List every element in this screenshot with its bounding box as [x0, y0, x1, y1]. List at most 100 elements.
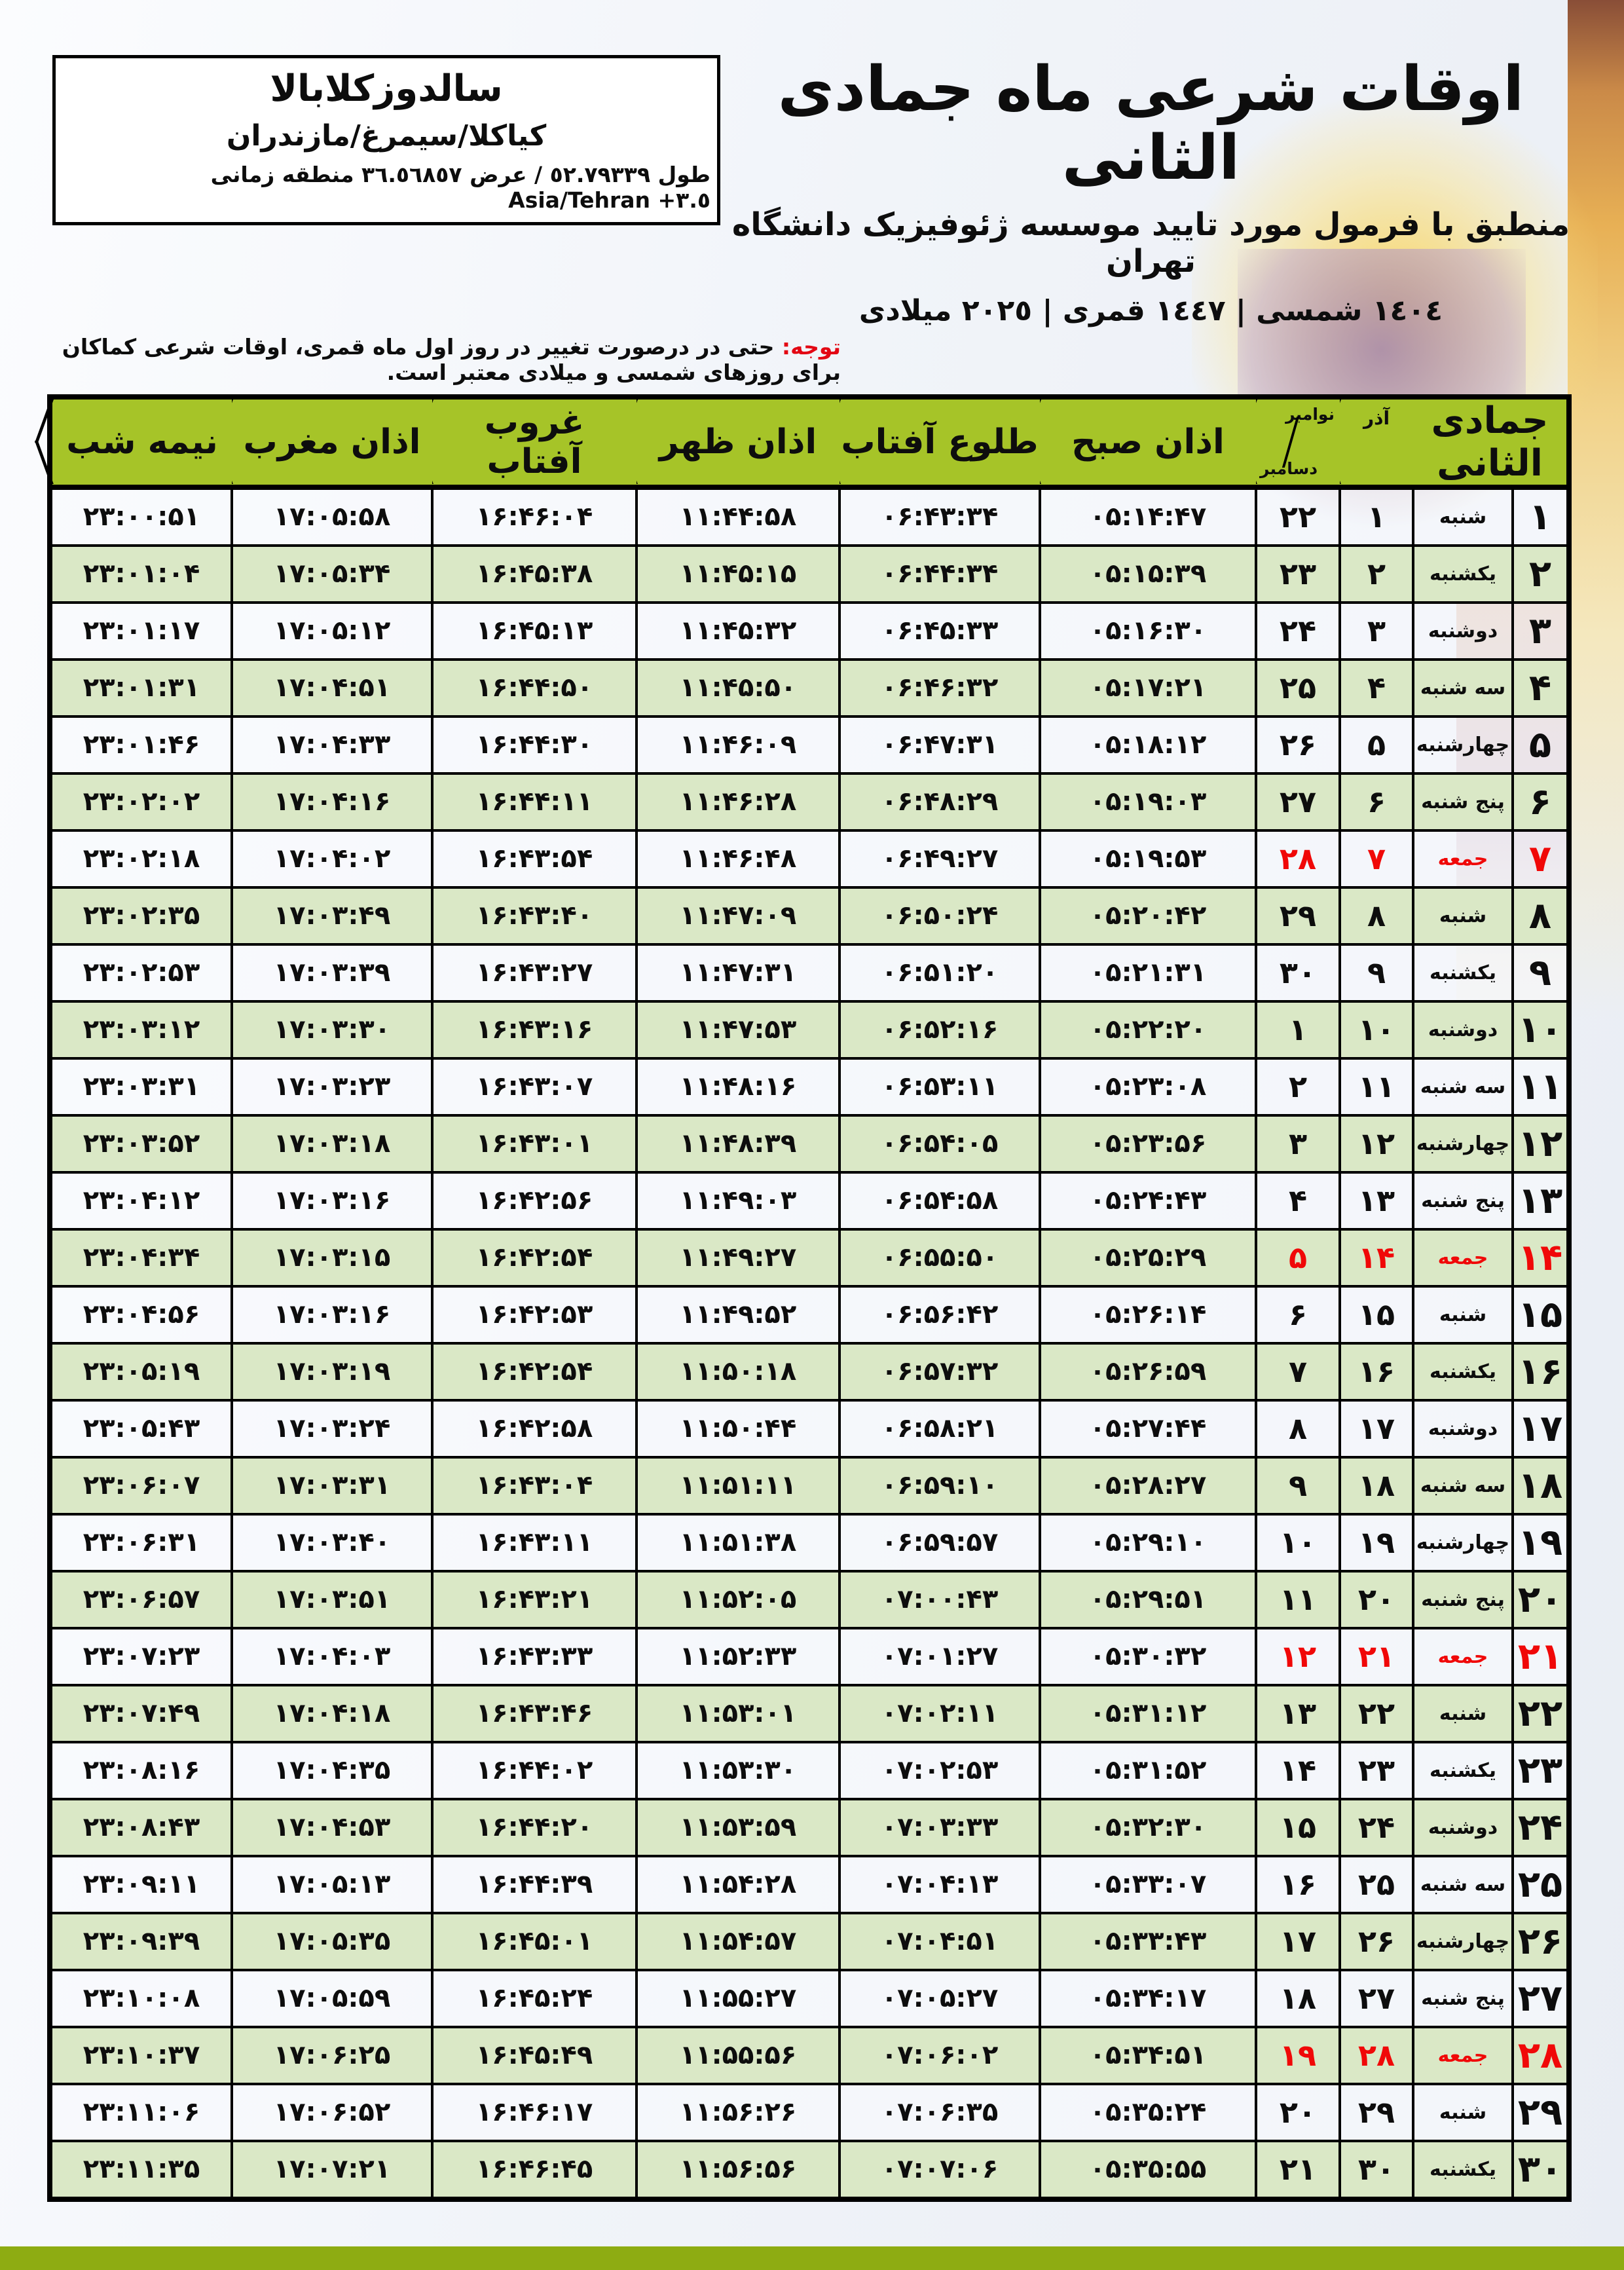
maghrib-cell: ۱۷:۰۴:۳۳ [231, 715, 434, 775]
dhuhr-cell: ۱۱:۵۱:۳۸ [635, 1512, 841, 1572]
table-row: ۱۸ سه شنبه ۱۸ ۹ ۰۵:۲۸:۲۷ ۰۶:۵۹:۱۰ ۱۱:۵۱:۱۱ ۱۶:۴… [48, 1455, 1570, 1516]
dhuhr-cell: ۱۱:۵۶:۵۶ [635, 2139, 841, 2201]
table-row: ۲ یکشنبه ۲ ۲۳ ۰۵:۱۵:۳۹ ۰۶:۴۴:۳۴ ۱۱:۴۵:۱۵ ۱۶:۴۵:… [48, 544, 1570, 604]
sunset-cell: ۱۶:۴۶:۱۷ [431, 2082, 638, 2142]
day-cell: ۷ [1511, 828, 1570, 889]
sunrise-cell: ۰۶:۵۸:۲۱ [838, 1398, 1041, 1459]
sunset-cell: ۱۶:۴۳:۳۳ [431, 1626, 638, 1686]
gregorian-cell: ۱۶ [1255, 1854, 1341, 1914]
gregorian-cell: ۱۱ [1255, 1569, 1341, 1629]
azar-cell: ۲ [1338, 544, 1414, 604]
fajr-cell: ۰۵:۳۵:۵۵ [1039, 2139, 1257, 2201]
table-row: ۱۹ چهارشنبه ۱۹ ۱۰ ۰۵:۲۹:۱۰ ۰۶:۵۹:۵۷ ۱۱:۵۱:۳۸ ۱۶… [48, 1512, 1570, 1572]
weekday-cell: دوشنبه [1412, 1797, 1514, 1857]
sunrise-cell: ۰۷:۰۷:۰۶ [838, 2139, 1041, 2201]
note-text: حتی در درصورت تغییر در روز اول ماه قمری،… [62, 333, 841, 385]
fajr-cell: ۰۵:۲۶:۵۹ [1039, 1341, 1257, 1402]
azar-cell: ۲۳ [1338, 1740, 1414, 1800]
azar-cell: ۲۱ [1338, 1626, 1414, 1686]
weekday-cell: دوشنبه [1412, 999, 1514, 1060]
table-row: ۲۸ جمعه ۲۸ ۱۹ ۰۵:۳۴:۵۱ ۰۷:۰۶:۰۲ ۱۱:۵۵:۵۶ ۱۶:۴۵:… [48, 2025, 1570, 2085]
dhuhr-cell: ۱۱:۵۳:۳۰ [635, 1740, 841, 1800]
gregorian-cell: ۲۹ [1255, 885, 1341, 946]
sunrise-cell: ۰۶:۵۹:۵۷ [838, 1512, 1041, 1572]
fajr-cell: ۰۵:۲۸:۲۷ [1039, 1455, 1257, 1516]
dhuhr-cell: ۱۱:۵۲:۳۳ [635, 1626, 841, 1686]
maghrib-cell: ۱۷:۰۳:۱۸ [231, 1113, 434, 1174]
gregorian-cell: ۱۴ [1255, 1740, 1341, 1800]
midnight-cell: ۲۳:۰۵:۱۹ [48, 1341, 233, 1402]
sunrise-cell: ۰۷:۰۰:۴۳ [838, 1569, 1041, 1629]
table-row: ۱۰ دوشنبه ۱۰ ۱ ۰۵:۲۲:۲۰ ۰۶:۵۲:۱۶ ۱۱:۴۷:۵۳ ۱۶:۴۳… [48, 999, 1570, 1060]
dhuhr-cell: ۱۱:۴۷:۵۳ [635, 999, 841, 1060]
day-cell: ۲۷ [1511, 1968, 1570, 2028]
table-row: ۲۰ پنج شنبه ۲۰ ۱۱ ۰۵:۲۹:۵۱ ۰۷:۰۰:۴۳ ۱۱:۵۲:۰۵ ۱۶… [48, 1569, 1570, 1629]
location-coordinates: طول ٥٢.٧٩٣٣٩ / عرض ٣٦.٥٦٨٥٧ منطقه زمانی … [62, 162, 710, 213]
fajr-cell: ۰۵:۱۷:۲۱ [1039, 658, 1257, 718]
col-header-month: جمادی الثانی [1413, 396, 1569, 490]
table-row: ۱۷ دوشنبه ۱۷ ۸ ۰۵:۲۷:۴۴ ۰۶:۵۸:۲۱ ۱۱:۵۰:۴۴ ۱۶:۴۲… [48, 1398, 1570, 1459]
table-row: ۳۰ یکشنبه ۳۰ ۲۱ ۰۵:۳۵:۵۵ ۰۷:۰۷:۰۶ ۱۱:۵۶:۵۶ ۱۶:۴… [48, 2139, 1570, 2201]
day-cell: ۱۰ [1511, 999, 1570, 1060]
midnight-cell: ۲۳:۱۱:۰۶ [48, 2082, 233, 2142]
col-header-midnight: نیمه شب [50, 396, 232, 490]
sunset-cell: ۱۶:۴۳:۲۱ [431, 1569, 638, 1629]
sunrise-cell: ۰۶:۵۱:۲۰ [838, 942, 1041, 1003]
fajr-cell: ۰۵:۱۹:۰۳ [1039, 772, 1257, 832]
maghrib-cell: ۱۷:۰۴:۱۶ [231, 772, 434, 832]
sunset-cell: ۱۶:۴۵:۴۹ [431, 2025, 638, 2085]
sunset-cell: ۱۶:۴۲:۵۴ [431, 1227, 638, 1288]
midnight-cell: ۲۳:۰۳:۵۲ [48, 1113, 233, 1174]
day-cell: ۱۴ [1511, 1227, 1570, 1288]
azar-cell: ۲۰ [1338, 1569, 1414, 1629]
fajr-cell: ۰۵:۱۵:۳۹ [1039, 544, 1257, 604]
weekday-cell: یکشنبه [1412, 544, 1514, 604]
azar-cell: ۹ [1338, 942, 1414, 1003]
gregorian-cell: ۱ [1255, 999, 1341, 1060]
day-cell: ۱۵ [1511, 1284, 1570, 1345]
midnight-cell: ۲۳:۰۱:۴۶ [48, 715, 233, 775]
gregorian-cell: ۱۸ [1255, 1968, 1341, 2028]
midnight-cell: ۲۳:۰۱:۰۴ [48, 544, 233, 604]
weekday-cell: چهارشنبه [1412, 1512, 1514, 1572]
midnight-cell: ۲۳:۱۰:۰۸ [48, 1968, 233, 2028]
sunset-cell: ۱۶:۴۳:۰۱ [431, 1113, 638, 1174]
gregorian-cell: ۲ [1255, 1056, 1341, 1117]
sunrise-cell: ۰۶:۴۹:۲۷ [838, 828, 1041, 889]
page-subtitle: منطبق با فرمول مورد تایید موسسه ژئوفیزیک… [731, 206, 1570, 280]
midnight-cell: ۲۳:۰۷:۴۹ [48, 1683, 233, 1743]
weekday-cell: شنبه [1412, 485, 1514, 547]
maghrib-cell: ۱۷:۰۶:۵۲ [231, 2082, 434, 2142]
azar-cell: ۷ [1338, 828, 1414, 889]
sunrise-cell: ۰۷:۰۲:۵۳ [838, 1740, 1041, 1800]
sunset-cell: ۱۶:۴۵:۲۴ [431, 1968, 638, 2028]
table-row: ۲۵ سه شنبه ۲۵ ۱۶ ۰۵:۳۳:۰۷ ۰۷:۰۴:۱۳ ۱۱:۵۴:۲۸ ۱۶:… [48, 1854, 1570, 1914]
midnight-cell: ۲۳:۰۳:۳۱ [48, 1056, 233, 1117]
weekday-cell: جمعه [1412, 1227, 1514, 1288]
maghrib-cell: ۱۷:۰۵:۱۳ [231, 1854, 434, 1914]
gregorian-cell: ۳ [1255, 1113, 1341, 1174]
sunset-cell: ۱۶:۴۴:۳۰ [431, 715, 638, 775]
fajr-cell: ۰۵:۳۳:۴۳ [1039, 1911, 1257, 1971]
gregorian-cell: ۲۸ [1255, 828, 1341, 889]
maghrib-cell: ۱۷:۰۳:۱۶ [231, 1284, 434, 1345]
weekday-cell: چهارشنبه [1412, 715, 1514, 775]
weekday-cell: یکشنبه [1412, 942, 1514, 1003]
midnight-cell: ۲۳:۰۴:۱۲ [48, 1170, 233, 1231]
dhuhr-cell: ۱۱:۴۸:۳۹ [635, 1113, 841, 1174]
weekday-cell: چهارشنبه [1412, 1113, 1514, 1174]
fajr-cell: ۰۵:۱۴:۴۷ [1039, 485, 1257, 547]
dhuhr-cell: ۱۱:۵۴:۵۷ [635, 1911, 841, 1971]
weekday-cell: پنج شنبه [1412, 1569, 1514, 1629]
maghrib-cell: ۱۷:۰۴:۰۲ [231, 828, 434, 889]
weekday-cell: پنج شنبه [1412, 1170, 1514, 1231]
maghrib-cell: ۱۷:۰۵:۵۸ [231, 485, 434, 547]
sunrise-cell: ۰۷:۰۲:۱۱ [838, 1683, 1041, 1743]
gregorian-cell: ۲۴ [1255, 601, 1341, 661]
day-cell: ۳ [1511, 601, 1570, 661]
header: اوقات شرعی ماه جمادی الثانی منطبق با فرم… [0, 0, 1624, 327]
fajr-cell: ۰۵:۲۵:۲۹ [1039, 1227, 1257, 1288]
sunrise-cell: ۰۶:۵۲:۱۶ [838, 999, 1041, 1060]
fajr-cell: ۰۵:۳۱:۵۲ [1039, 1740, 1257, 1800]
midnight-cell: ۲۳:۰۸:۱۶ [48, 1740, 233, 1800]
